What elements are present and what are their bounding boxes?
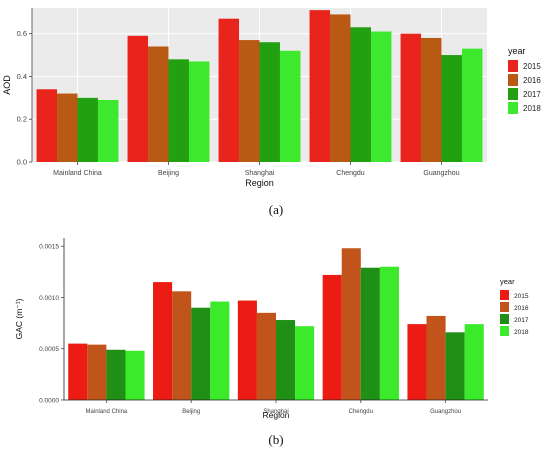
bar-2018-chengdu <box>370 31 392 163</box>
y-axis-title: GAC (m⁻¹) <box>14 298 24 339</box>
y-axis-title: AOD <box>2 75 12 95</box>
bar-2016-guangzhou <box>421 37 442 162</box>
bar-2017-chengdu <box>360 267 380 400</box>
legend-swatch-2015 <box>508 60 518 72</box>
legend-swatch-2017 <box>500 314 509 324</box>
legend-label-2018: 2018 <box>523 104 541 113</box>
bar-2016-chengdu <box>330 14 351 162</box>
panel-label: (a) <box>269 202 283 217</box>
bar-2017-beijing <box>168 59 189 163</box>
x-tick-label: Chengdu <box>336 170 365 177</box>
bar-2015-chengdu <box>322 274 342 400</box>
x-tick-label: Guangzhou <box>430 409 461 415</box>
bar-2016-guangzhou <box>426 315 446 400</box>
bar-2016-beijing <box>148 46 169 162</box>
legend-swatch-2018 <box>500 326 509 336</box>
bar-2015-shanghai <box>237 300 257 400</box>
bar-2017-chengdu <box>350 27 371 162</box>
bar-2017-guangzhou <box>441 55 462 162</box>
bar-2016-mainland-china <box>57 93 78 162</box>
bar-2015-mainland-china <box>68 343 88 400</box>
legend-title: year <box>508 46 526 56</box>
y-tick-label: 0.0005 <box>39 346 59 353</box>
legend-swatch-2016 <box>508 74 518 86</box>
bar-2016-mainland-china <box>87 344 107 400</box>
legend-label-2015: 2015 <box>523 62 541 71</box>
y-tick-label: 0.0 <box>17 158 27 167</box>
bar-2018-chengdu <box>379 266 399 400</box>
x-tick-label: Mainland China <box>86 409 128 415</box>
legend-label-2015: 2015 <box>514 293 529 300</box>
bar-2015-beijing <box>153 282 173 400</box>
bar-2016-shanghai <box>239 40 260 163</box>
bar-2018-shanghai <box>295 326 315 400</box>
bar-2016-beijing <box>172 291 192 400</box>
y-tick-label: 0.6 <box>17 29 27 38</box>
y-tick-label: 0.2 <box>17 115 27 124</box>
x-tick-label: Guangzhou <box>423 170 459 177</box>
x-axis-title: Region <box>263 410 290 420</box>
bar-2018-mainland-china <box>125 350 145 400</box>
bar-2018-mainland-china <box>97 99 119 162</box>
bar-2015-mainland-china <box>36 89 58 162</box>
bar-2017-guangzhou <box>445 332 465 400</box>
x-tick-label: Mainland China <box>53 170 102 177</box>
bar-2018-guangzhou <box>461 48 483 163</box>
legend-swatch-2017 <box>508 88 518 100</box>
bar-2018-guangzhou <box>464 324 484 400</box>
legend-label-2018: 2018 <box>514 329 529 336</box>
bar-2017-beijing <box>191 307 211 400</box>
bar-2018-shanghai <box>279 50 301 162</box>
y-tick-label: 0.0015 <box>39 244 59 251</box>
bar-2016-chengdu <box>341 248 361 400</box>
y-tick-label: 0.4 <box>17 72 27 81</box>
panel-label: (b) <box>268 432 283 447</box>
legend-title: year <box>500 277 515 286</box>
legend-label-2017: 2017 <box>523 90 541 99</box>
legend-swatch-2018 <box>508 102 518 114</box>
bar-2017-shanghai <box>259 42 280 162</box>
bar-2015-shanghai <box>218 18 240 163</box>
x-tick-label: Shanghai <box>245 170 275 177</box>
bar-2017-shanghai <box>276 320 296 400</box>
bar-2018-beijing <box>188 61 210 162</box>
x-tick-label: Beijing <box>182 409 200 415</box>
bar-2016-shanghai <box>256 312 276 400</box>
legend-label-2016: 2016 <box>514 305 529 312</box>
y-tick-label: 0.0000 <box>39 398 59 405</box>
x-tick-label: Beijing <box>158 170 179 177</box>
legend-swatch-2016 <box>500 302 509 312</box>
legend-label-2016: 2016 <box>523 76 541 85</box>
x-tick-label: Shanghai <box>263 409 288 415</box>
bar-2018-beijing <box>210 301 230 400</box>
bar-2017-mainland-china <box>106 349 126 400</box>
x-axis-title: Region <box>245 178 274 188</box>
x-tick-label: Chengdu <box>349 409 373 415</box>
bar-2015-guangzhou <box>407 324 427 400</box>
bar-2015-guangzhou <box>400 33 422 162</box>
bar-2015-chengdu <box>309 10 331 163</box>
legend-label-2017: 2017 <box>514 317 529 324</box>
y-tick-label: 0.0010 <box>39 295 59 302</box>
bar-2017-mainland-china <box>77 97 98 162</box>
legend-swatch-2015 <box>500 290 509 300</box>
bar-2015-beijing <box>127 35 149 162</box>
